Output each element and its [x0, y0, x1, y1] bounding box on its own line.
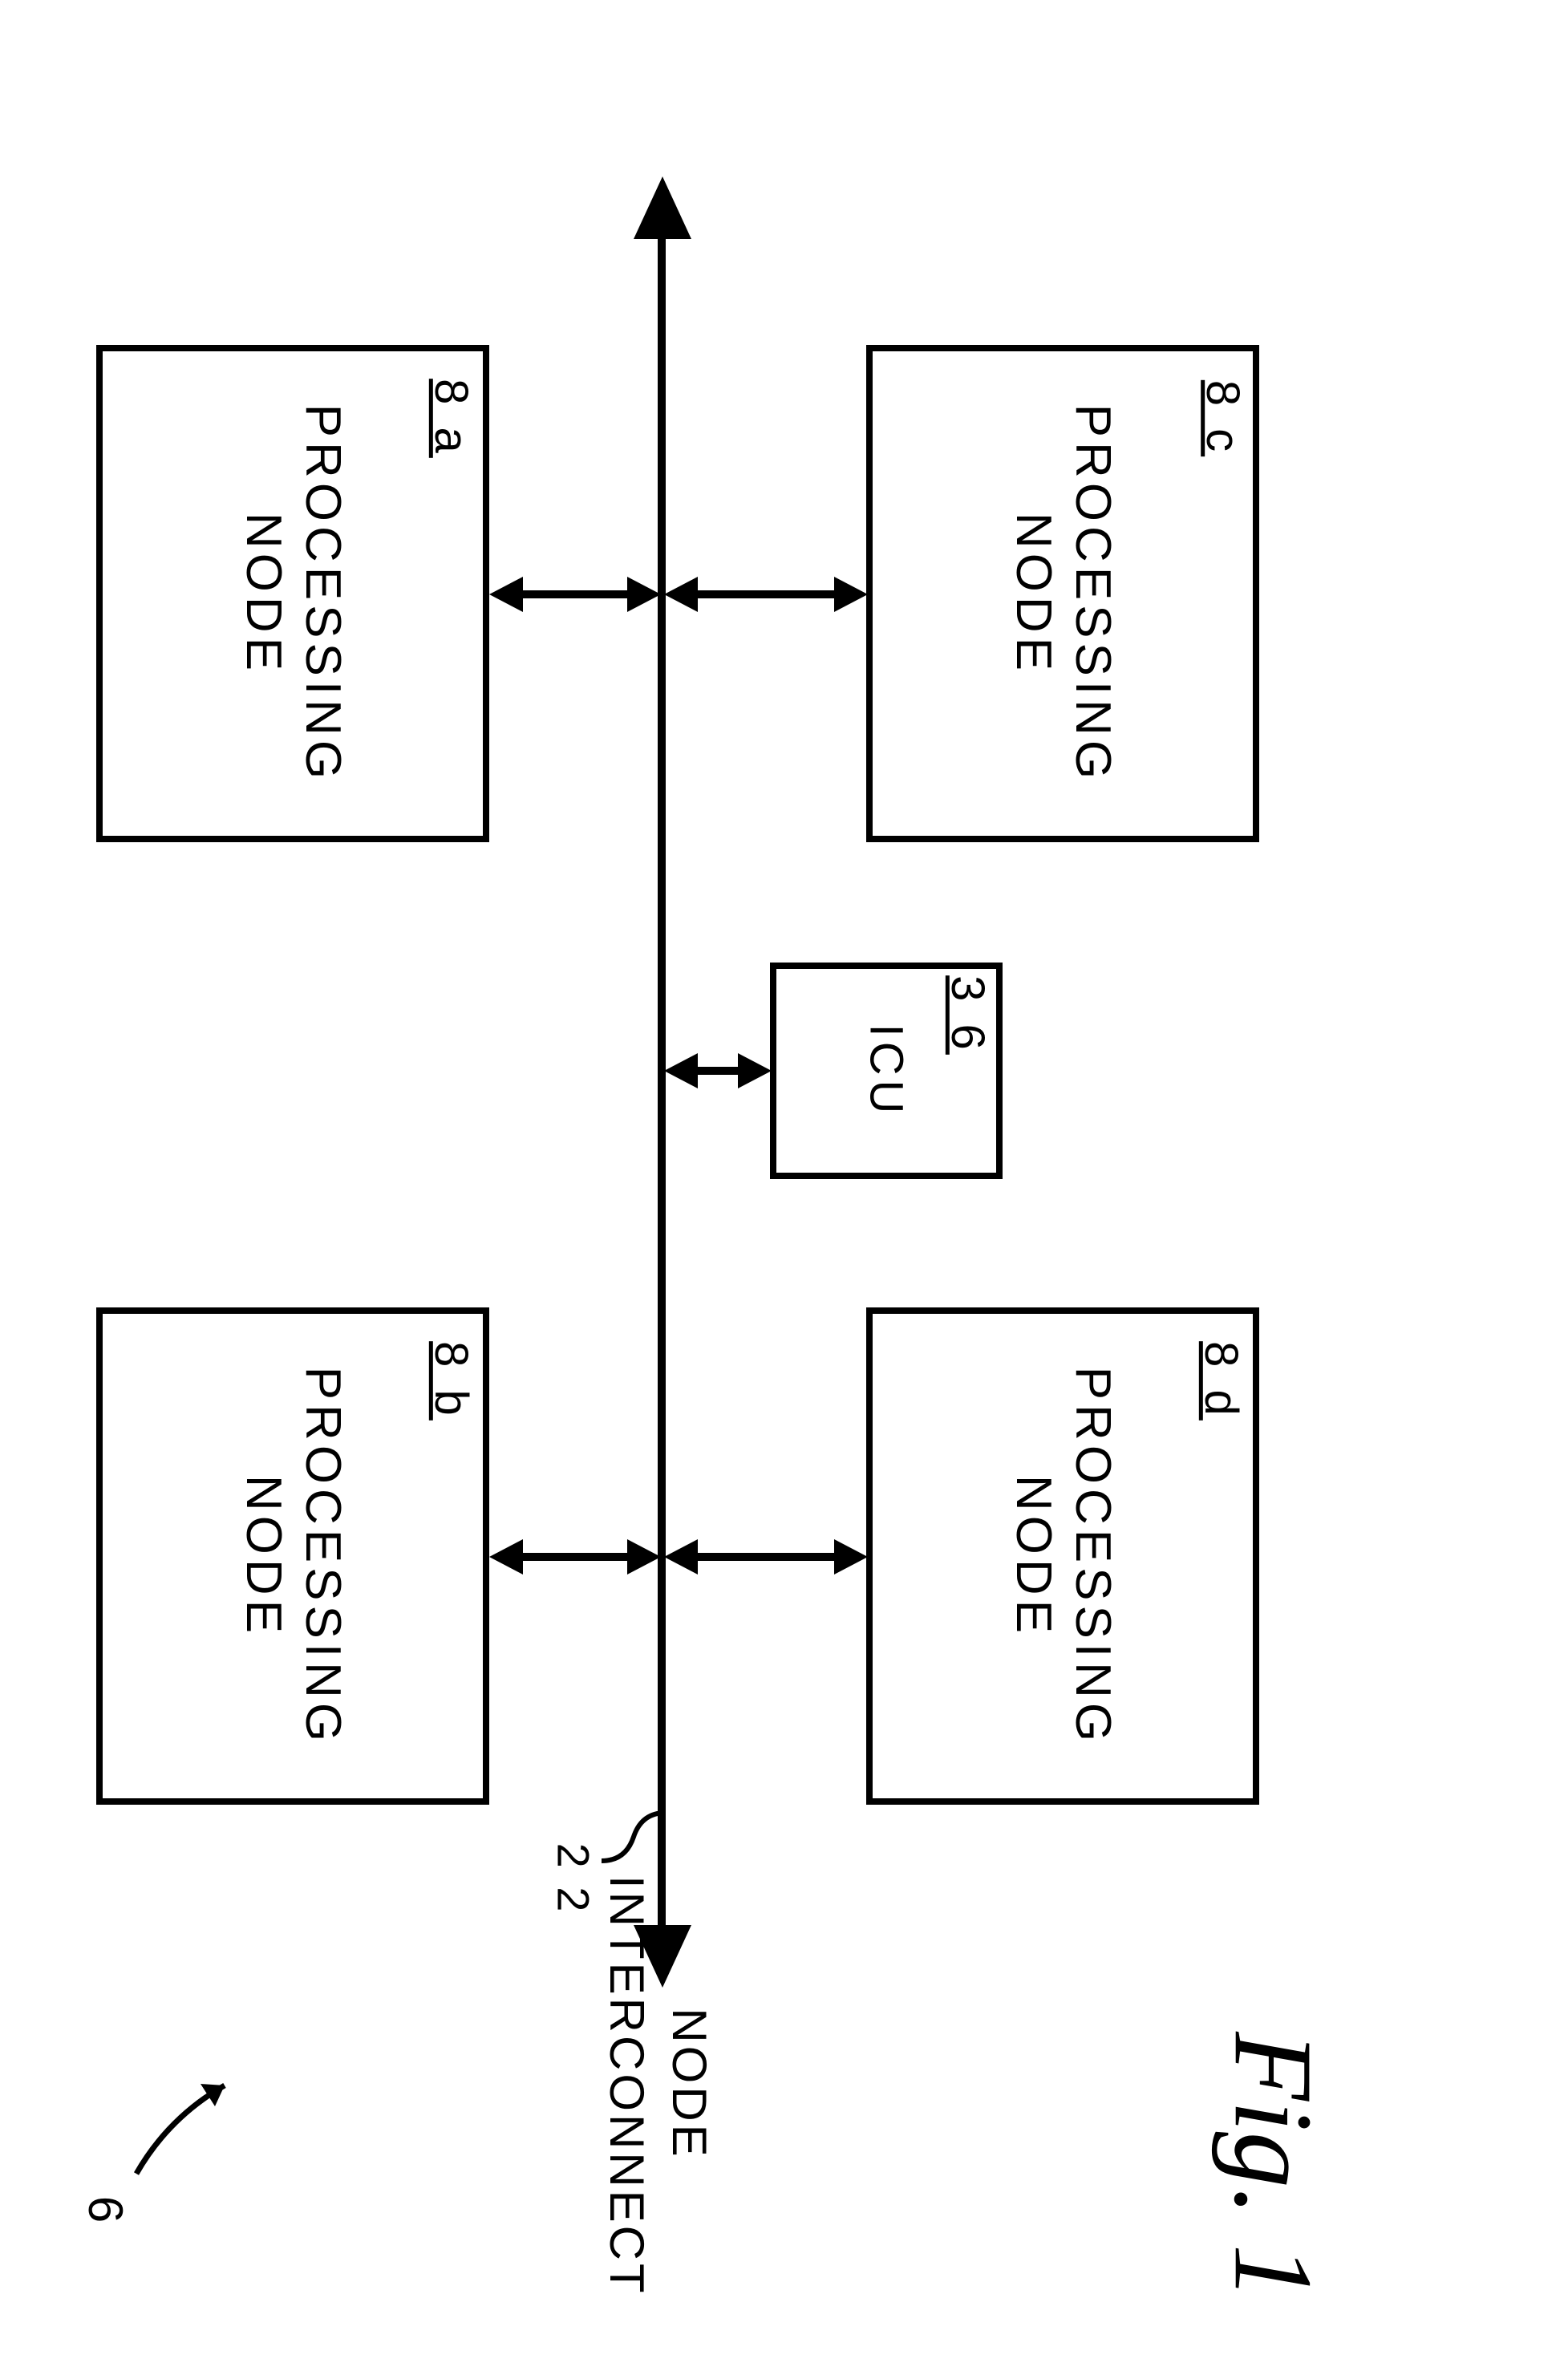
system-ref-6: 6: [78, 2196, 133, 2223]
processing-node-8a: PROCESSING NODE 8 a: [96, 345, 489, 842]
node-8a-label: PROCESSING NODE: [233, 403, 353, 783]
connector-icu-arrow-left: [664, 1053, 698, 1088]
bus-label-1: NODE: [658, 1875, 720, 2292]
connector-8b-arrow-right: [627, 1539, 661, 1575]
figure-label-text: Fig. 1: [1211, 2032, 1335, 2300]
connector-8d-arrow-right: [834, 1539, 868, 1575]
bus-ref-label: 2 2: [548, 1843, 598, 1915]
node-8c-label: PROCESSING NODE: [1003, 403, 1123, 783]
bus-arrow-top: [634, 176, 691, 239]
node-interconnect-label: NODE INTERCONNECT: [595, 1875, 720, 2292]
node-8c-ref: 8 c: [1196, 380, 1250, 456]
bus-ref-22: 2 2: [547, 1843, 599, 1915]
connector-icu: [691, 1067, 744, 1075]
icu-node-36: ICU 3 6: [770, 963, 1003, 1179]
connector-8a: [517, 590, 635, 598]
connector-8d: [691, 1553, 841, 1561]
node-8b-label: PROCESSING NODE: [233, 1366, 353, 1745]
node-8a-ref: 8 a: [424, 379, 478, 458]
connector-8c-arrow-left: [664, 577, 698, 612]
icu-ref: 3 6: [941, 975, 995, 1055]
node-8d-ref: 8 d: [1194, 1341, 1248, 1421]
connector-8a-arrow-left: [489, 577, 523, 612]
node-8b-ref: 8 b: [424, 1341, 478, 1421]
figure-label: Fig. 1: [1209, 2032, 1338, 2300]
connector-8a-arrow-right: [627, 577, 661, 612]
node-8d-label: PROCESSING NODE: [1003, 1366, 1123, 1745]
connector-8c: [691, 590, 841, 598]
connector-icu-arrow-right: [738, 1053, 772, 1088]
connector-8c-arrow-right: [834, 577, 868, 612]
connector-8b-arrow-left: [489, 1539, 523, 1575]
system-ref-arrow: [120, 2053, 249, 2182]
processing-node-8b: PROCESSING NODE 8 b: [96, 1307, 489, 1805]
system-ref-label: 6: [79, 2196, 132, 2223]
processing-node-8d: PROCESSING NODE 8 d: [866, 1307, 1259, 1805]
bus-label-2: INTERCONNECT: [595, 1875, 658, 2292]
connector-8b: [517, 1553, 635, 1561]
diagram-canvas: 6 2 2 NODE INTERCONNECT PROCESSING NODE …: [0, 0, 1568, 2371]
connector-8d-arrow-left: [664, 1539, 698, 1575]
icu-label: ICU: [859, 1023, 913, 1118]
processing-node-8c: PROCESSING NODE 8 c: [866, 345, 1259, 842]
